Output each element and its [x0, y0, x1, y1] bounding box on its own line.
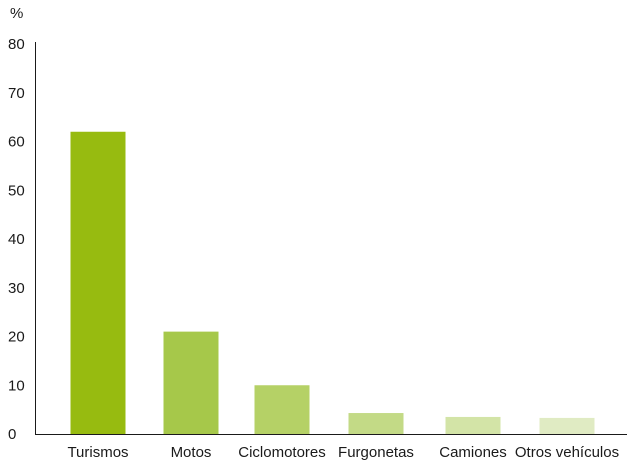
- y-tick-label: 10: [8, 377, 25, 394]
- bar-ciclomotores: [254, 385, 310, 434]
- y-axis-ticks: 0 10 20 30 40 50 60 70 80: [8, 36, 25, 443]
- bar-furgonetas: [348, 413, 404, 434]
- y-tick-label: 70: [8, 85, 25, 102]
- y-tick-label: 80: [8, 36, 25, 53]
- x-category-label: Motos: [171, 444, 212, 461]
- bar-motos: [163, 331, 219, 434]
- y-tick-label: 60: [8, 134, 25, 151]
- bar-otros-veh-culos: [539, 417, 595, 434]
- y-tick-label: 30: [8, 280, 25, 297]
- x-category-label: Furgonetas: [338, 444, 414, 461]
- bar-camiones: [445, 416, 501, 434]
- y-tick-label: 20: [8, 329, 25, 346]
- bar-turismos: [70, 131, 126, 434]
- x-category-label: Camiones: [439, 444, 507, 461]
- y-tick-label: 0: [8, 426, 16, 443]
- x-category-label: Otros vehículos: [515, 444, 619, 461]
- y-tick-label: 50: [8, 182, 25, 199]
- y-tick-label: 40: [8, 231, 25, 248]
- x-category-label: Turismos: [67, 444, 128, 461]
- x-axis-labels: Turismos Motos Ciclomotores Furgonetas Camio…: [67, 444, 619, 461]
- x-category-label: Ciclomotores: [238, 444, 326, 461]
- y-axis-unit-label: %: [10, 5, 23, 22]
- bars: [70, 131, 595, 434]
